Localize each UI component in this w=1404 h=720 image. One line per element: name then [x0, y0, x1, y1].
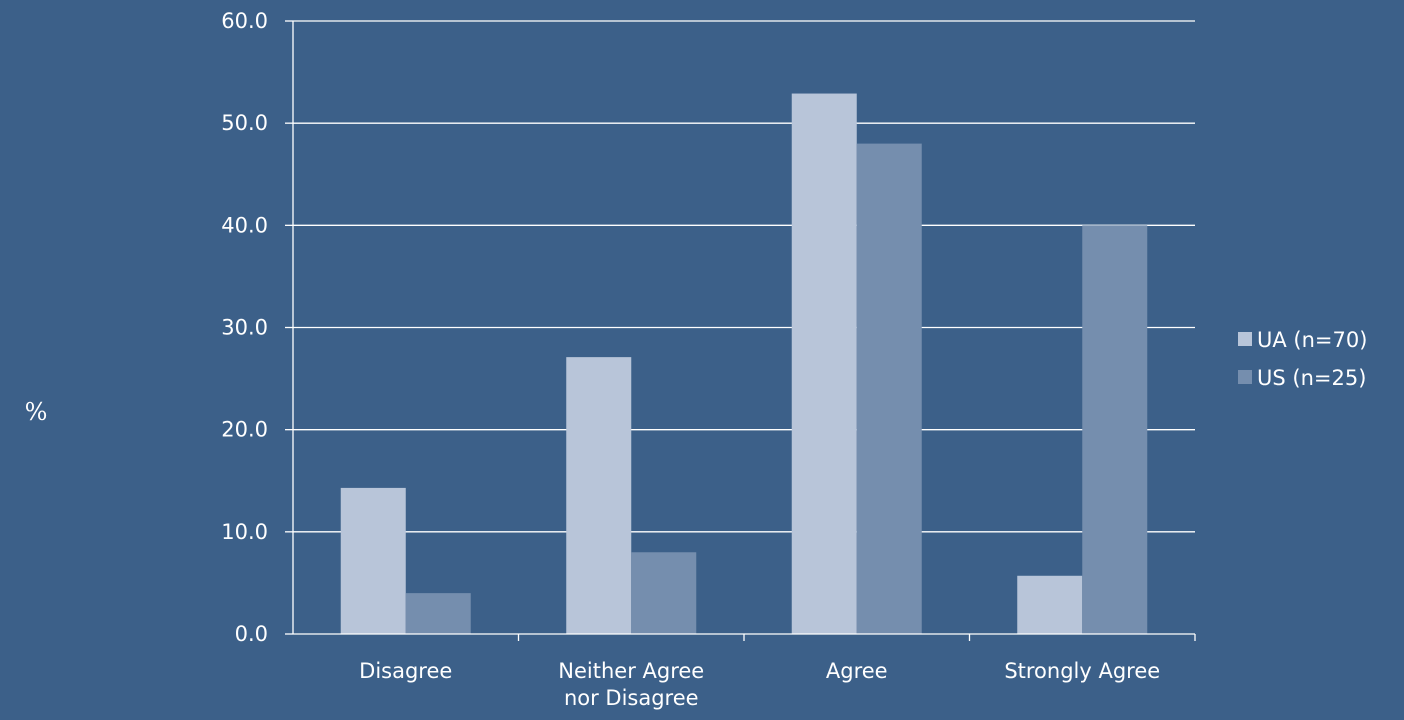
x-tick-labels: Disagree Neither Agree nor Disagree Agree St…	[359, 659, 1160, 710]
legend-swatch	[1238, 370, 1252, 384]
axes	[285, 20, 1196, 641]
y-tick-label: 0.0	[235, 622, 268, 646]
y-tick-label: 10.0	[221, 520, 268, 544]
y-axis-label: %	[25, 398, 48, 426]
bar-ua	[566, 357, 632, 634]
bar-us	[405, 593, 471, 634]
y-tick-label: 30.0	[221, 316, 268, 340]
bar-ua	[1017, 575, 1083, 634]
legend-label: US (n=25)	[1257, 366, 1366, 390]
y-tick-label: 20.0	[221, 418, 268, 442]
bar-us	[1082, 225, 1148, 635]
bar-ua	[791, 93, 857, 634]
y-tick-labels: 0.0 10.0 20.0 30.0 40.0 50.0 60.0	[221, 9, 268, 646]
bars	[340, 93, 1148, 635]
bar-us	[856, 143, 922, 634]
x-tick-label: Agree	[826, 659, 888, 683]
x-tick-label: Strongly Agree	[1004, 659, 1160, 683]
x-tick-label: Disagree	[359, 659, 452, 683]
legend: UA (n=70) US (n=25)	[1238, 328, 1367, 390]
y-tick-label: 60.0	[221, 9, 268, 33]
legend-label: UA (n=70)	[1257, 328, 1367, 352]
bar-ua	[340, 487, 406, 634]
gridlines	[293, 20, 1195, 533]
bar-us	[631, 552, 697, 634]
legend-swatch	[1238, 332, 1252, 346]
y-tick-label: 40.0	[221, 213, 268, 237]
y-tick-label: 50.0	[221, 111, 268, 135]
x-tick-label: Neither Agree nor Disagree	[558, 659, 704, 710]
